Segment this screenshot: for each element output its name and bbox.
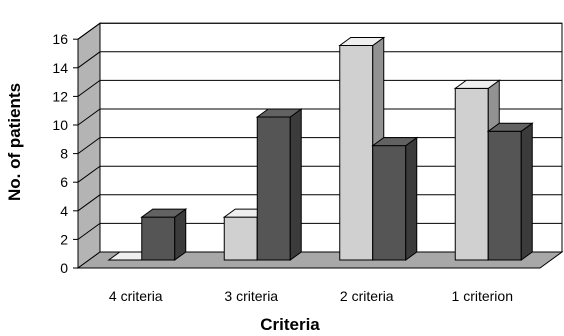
- bar: [486, 122, 534, 261]
- bar-front: [256, 116, 291, 261]
- bar-front: [454, 87, 489, 261]
- y-tick-label: 10: [52, 117, 68, 133]
- x-tick-label: 2 criteria: [340, 288, 394, 304]
- gridline: [77, 22, 562, 40]
- bar-front: [487, 130, 522, 261]
- bar: [371, 136, 419, 261]
- y-tick-label: 14: [52, 60, 68, 76]
- bar-side: [289, 108, 302, 261]
- bars: [107, 36, 534, 261]
- y-tick-label: 2: [60, 231, 68, 247]
- bar-top: [486, 122, 534, 132]
- x-tick-label: 4 criteria: [109, 288, 163, 304]
- bar-side: [405, 136, 418, 261]
- bar-top: [371, 137, 419, 147]
- y-axis: 0 2 4 6 8 10 12 14 16: [52, 31, 79, 276]
- y-tick-label: 0: [60, 260, 68, 276]
- gridline: [77, 51, 562, 69]
- bar-top: [453, 79, 501, 89]
- floor: [76, 251, 564, 269]
- y-tick-label: 12: [52, 88, 68, 104]
- bar-top: [338, 37, 386, 46]
- y-tick-label: 6: [60, 174, 68, 190]
- y-tick-label: 8: [60, 146, 68, 162]
- bar-front: [372, 145, 407, 261]
- x-tick-label: 1 criterion: [452, 288, 513, 304]
- gridline: [77, 108, 562, 126]
- bar: [140, 208, 188, 261]
- bar-front: [141, 216, 176, 261]
- bar-top: [255, 108, 303, 118]
- x-tick-label: 3 criteria: [224, 288, 278, 304]
- x-axis: 4 criteria 3 criteria 2 criteria 1 criterio…: [109, 288, 513, 304]
- y-tick-label: 16: [52, 31, 68, 47]
- bar-front: [339, 45, 374, 261]
- y-axis-title: No. of patients: [5, 83, 24, 201]
- bar: [255, 108, 303, 261]
- x-axis-title: Criteria: [260, 315, 320, 334]
- bar-side: [520, 122, 533, 261]
- bar-side: [174, 208, 187, 261]
- bar-top: [140, 208, 188, 218]
- y-tick-label: 4: [60, 203, 68, 219]
- bar-front: [223, 216, 258, 261]
- gridline: [77, 79, 562, 97]
